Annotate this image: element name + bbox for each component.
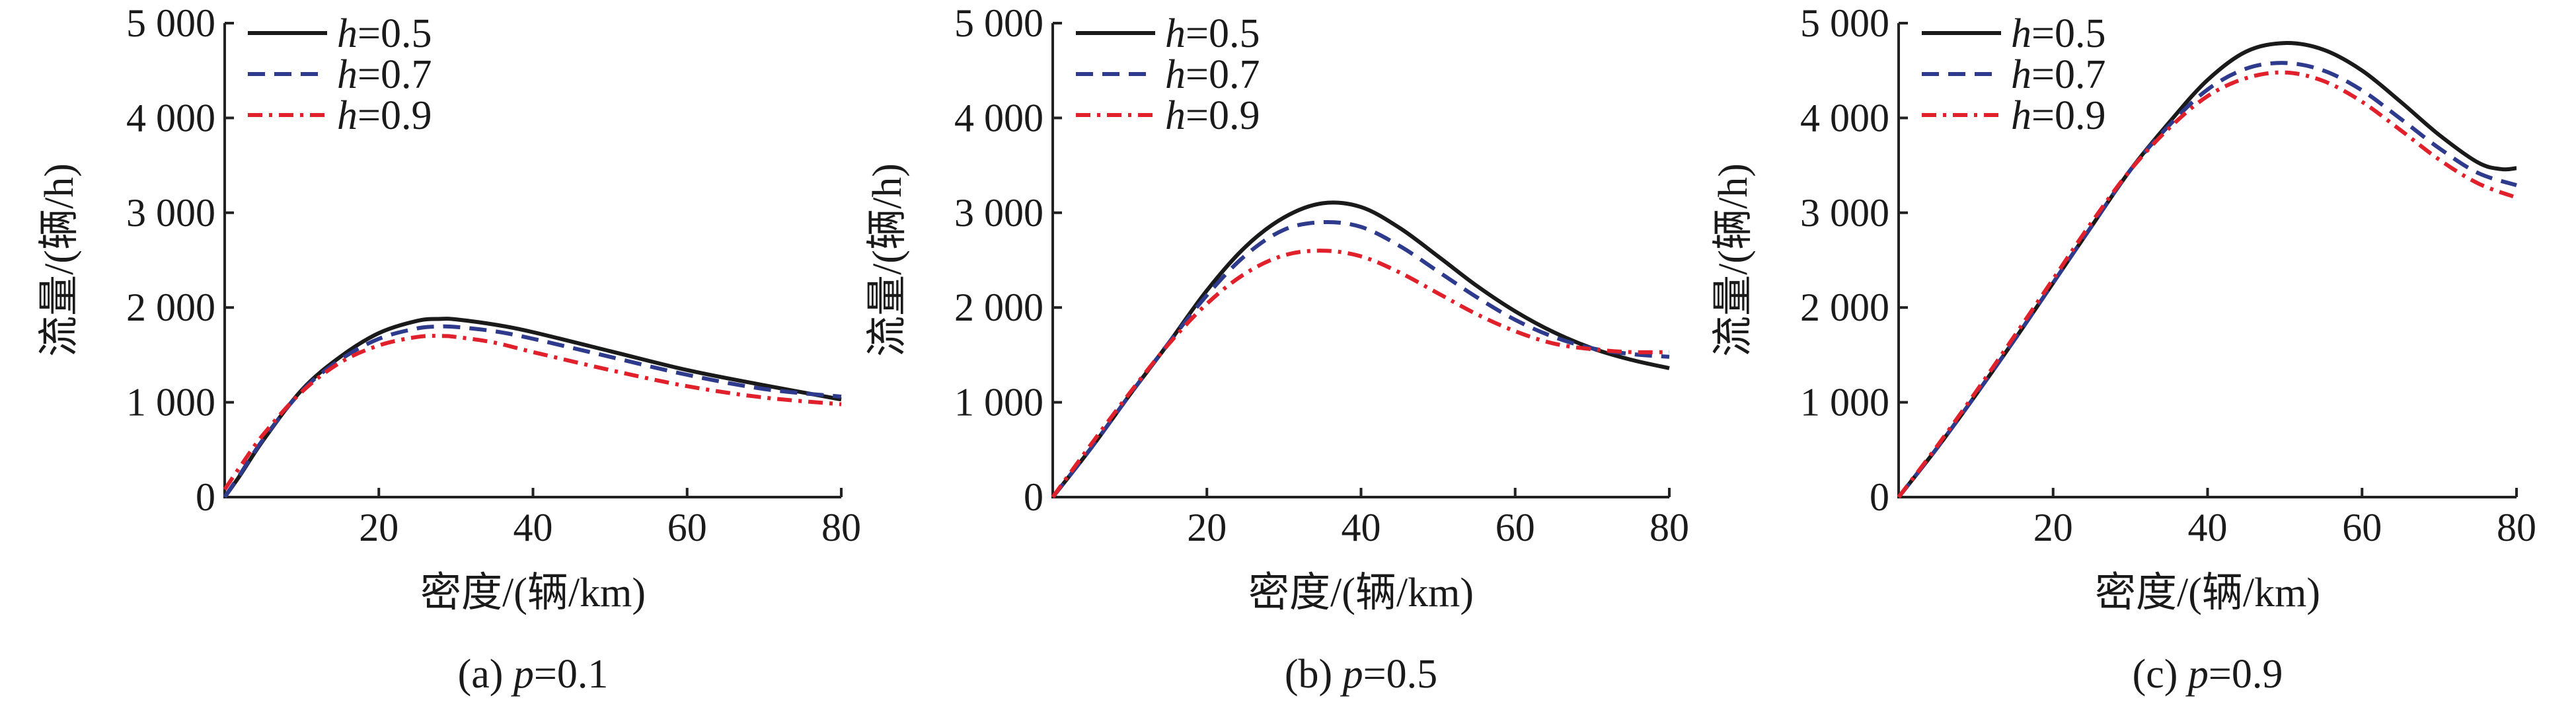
series-line-1: [1051, 200, 1670, 498]
y-tick-label: 1 000: [126, 381, 215, 424]
legend-label-3: h=0.9: [2011, 93, 2105, 138]
y-tick-label: 5 000: [126, 1, 215, 45]
y-axis-title: 流量/(辆/h): [865, 163, 910, 357]
legend-label-2: h=0.7: [2011, 52, 2105, 97]
y-tick-label: 0: [196, 475, 215, 519]
legend-label-3: h=0.9: [1165, 93, 1260, 138]
legend-label-3: h=0.9: [337, 93, 432, 138]
y-tick-label: 3 000: [126, 191, 215, 235]
x-axis-title: 密度/(辆/km): [420, 570, 646, 615]
chart-panel-3: 0 1 000 2 000 3 000 4 000 5 000 20 40 60 80 密度/(辆/…: [1711, 1, 2536, 697]
x-tick-label: 60: [2342, 506, 2382, 549]
legend-label-2: h=0.7: [1165, 52, 1260, 97]
y-tick-label: 5 000: [954, 1, 1043, 45]
x-tick-label: 20: [1187, 506, 1227, 549]
y-tick-label: 3 000: [1800, 191, 1889, 235]
x-tick-label: 20: [2033, 506, 2073, 549]
x-tick-label: 80: [1649, 506, 1689, 549]
y-tick-label: 4 000: [126, 96, 215, 139]
y-tick-label: 0: [1024, 475, 1043, 519]
legend-label-1: h=0.5: [2011, 11, 2105, 56]
series-line-1: [1897, 41, 2517, 498]
y-tick-label: 0: [1870, 475, 1889, 519]
x-tick-label: 40: [1342, 506, 1381, 549]
x-axis-title: 密度/(辆/km): [1248, 570, 1474, 615]
legend-label-1: h=0.5: [337, 11, 432, 56]
chart-panel-1: 0 1 000 2 000 3 000 4 000 5 000 20 40 60 80 密度/(辆/…: [37, 1, 861, 697]
series-line-1: [223, 317, 842, 498]
x-tick-label: 40: [513, 506, 553, 549]
y-tick-label: 2 000: [126, 286, 215, 329]
y-axis-title: 流量/(辆/h): [1711, 163, 1756, 357]
series-line-3: [1051, 249, 1670, 498]
x-tick-label: 40: [2188, 506, 2228, 549]
y-tick-label: 5 000: [1800, 1, 1889, 45]
x-tick-label: 60: [667, 506, 707, 549]
x-axis-title: 密度/(辆/km): [2095, 570, 2320, 615]
y-tick-label: 2 000: [1800, 286, 1889, 329]
series-line-3: [223, 334, 842, 491]
legend-label-2: h=0.7: [337, 52, 432, 97]
y-tick-label: 4 000: [1800, 96, 1889, 139]
x-tick-label: 80: [821, 506, 861, 549]
legend-label-1: h=0.5: [1165, 11, 1260, 56]
chart-panel-2: 0 1 000 2 000 3 000 4 000 5 000 20 40 60 80 密度/(辆/…: [865, 1, 1689, 697]
series-line-2: [1051, 219, 1670, 498]
axes: [1051, 23, 1669, 498]
series-line-2: [223, 324, 842, 498]
x-tick-label: 80: [2497, 506, 2536, 549]
panel-caption: (c) p=0.9: [2133, 652, 2283, 697]
series-line-2: [1897, 61, 2517, 498]
y-tick-label: 1 000: [954, 381, 1043, 424]
y-tick-label: 3 000: [954, 191, 1043, 235]
panel-caption: (a) p=0.1: [458, 652, 609, 697]
y-tick-label: 4 000: [954, 96, 1043, 139]
y-tick-label: 1 000: [1800, 381, 1889, 424]
panel-caption: (b) p=0.5: [1285, 652, 1437, 697]
axes: [223, 23, 841, 498]
x-tick-label: 60: [1496, 506, 1535, 549]
y-tick-label: 2 000: [954, 286, 1043, 329]
y-axis-title: 流量/(辆/h): [37, 163, 82, 357]
series-line-3: [1897, 70, 2518, 498]
x-tick-label: 20: [359, 506, 398, 549]
